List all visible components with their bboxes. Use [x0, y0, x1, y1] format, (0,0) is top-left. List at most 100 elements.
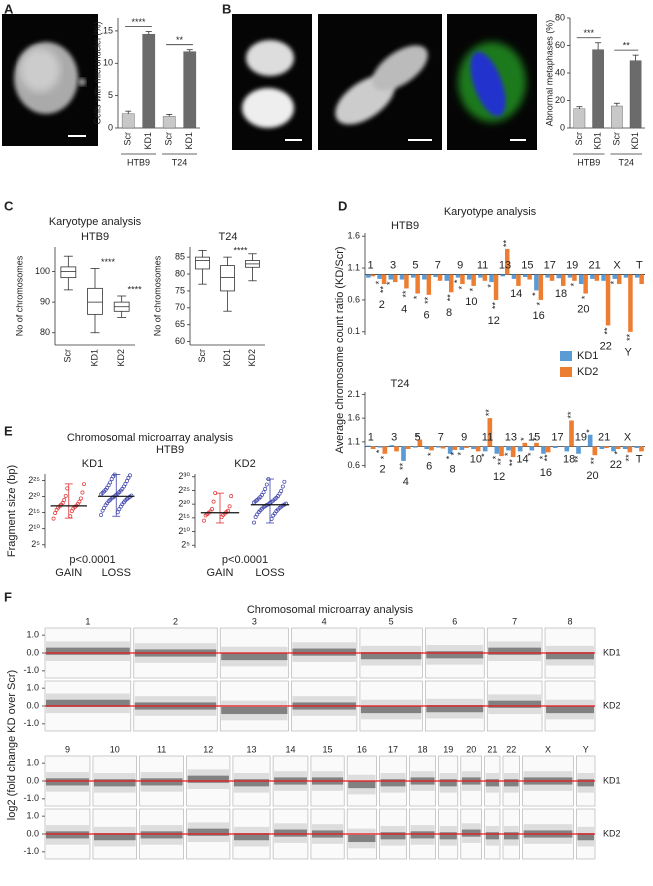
bar [594, 274, 600, 281]
chromosome-label: Y [583, 744, 589, 754]
signal-band [439, 779, 457, 787]
chromosome-label: 14 [286, 744, 296, 754]
bar [541, 446, 546, 454]
point [252, 520, 256, 525]
x-tick-label: GAIN [207, 567, 234, 579]
x-tick-label: Scr [164, 132, 174, 146]
heading: KD1 [82, 458, 103, 470]
point [129, 493, 134, 498]
significance: * [445, 455, 455, 459]
series-label: KD2 [603, 828, 621, 838]
y-tick-label: 2²⁵ [178, 485, 190, 495]
bar [527, 274, 532, 280]
bar [599, 446, 605, 449]
panel-label: F [4, 589, 12, 604]
point [269, 516, 274, 521]
significance: * [374, 280, 384, 284]
y-tick-label: 2¹⁵ [178, 512, 190, 522]
significance: * [535, 301, 545, 305]
bar [412, 446, 418, 448]
panel-label: B [222, 1, 231, 16]
bar [494, 446, 500, 454]
bar [422, 274, 427, 280]
micrograph-b1 [232, 14, 312, 150]
significance: ** [176, 35, 184, 45]
significance: ** [446, 294, 456, 302]
point [60, 501, 65, 505]
significance: **** [101, 257, 116, 267]
bar [493, 274, 499, 300]
bar [639, 446, 644, 452]
bar [162, 116, 176, 129]
x-tick-label: 9 [461, 432, 467, 444]
significance: ** [401, 290, 411, 298]
group-label: T24 [172, 157, 188, 167]
x-tick-label: 5 [412, 259, 418, 271]
y-tick-label: 60 [175, 336, 185, 346]
bar [142, 33, 156, 129]
x-tick-label: 11 [477, 259, 488, 271]
signal-band [233, 833, 270, 841]
point [229, 494, 234, 499]
signal-band [233, 779, 270, 787]
bar [499, 446, 504, 457]
bar [393, 274, 398, 283]
annotation: p<0.0001 [69, 554, 115, 566]
significance: * [580, 295, 590, 299]
y-tick-label: 1.6 [347, 413, 360, 423]
x-tick-label: 1 [368, 432, 374, 444]
bar [370, 274, 376, 277]
x-tick-label: 19 [575, 432, 587, 444]
bar [417, 439, 423, 447]
bar [623, 274, 629, 278]
x-tick-label: KD2 [116, 349, 126, 367]
y-axis-label: No of chromosomes [14, 255, 24, 336]
y-tick-label: 1.0 [26, 758, 39, 768]
bar [482, 446, 488, 452]
y-tick-label: 0 [108, 122, 113, 132]
signal-band [140, 831, 183, 839]
x-tick-label: 22 [610, 459, 622, 471]
signal-band [380, 832, 406, 840]
bar [556, 274, 561, 279]
significance: **** [131, 17, 146, 27]
group-label: T24 [618, 157, 634, 167]
bar [549, 274, 555, 281]
bar [394, 446, 399, 452]
signal-band [485, 832, 499, 840]
significance: **** [128, 284, 143, 294]
x-tick-label: GAIN [55, 567, 82, 579]
point [280, 484, 285, 489]
significance: ** [624, 454, 634, 462]
point [202, 518, 206, 523]
y-tick-label: 1.6 [347, 231, 360, 241]
y-tick-label: 2²⁵ [28, 475, 40, 485]
bar [587, 434, 593, 447]
bar [612, 274, 617, 279]
box [87, 287, 103, 315]
point [261, 490, 266, 495]
y-tick-label: 1.0 [26, 811, 39, 821]
x-tick-label: 20 [577, 303, 589, 315]
legend-swatch [560, 367, 572, 377]
bar [370, 446, 376, 449]
y-tick-label: 0 [560, 122, 565, 132]
x-tick-label: Scr [611, 132, 621, 146]
x-tick-label: T [636, 259, 643, 271]
signal-band [140, 778, 183, 786]
signal-band [439, 832, 457, 840]
bar [366, 274, 371, 278]
y-tick-label: 15 [103, 25, 113, 35]
chromosome-label: 7 [512, 616, 517, 626]
point [77, 499, 82, 504]
y-tick-label: 100 [35, 266, 50, 276]
x-tick-label: 5 [414, 432, 420, 444]
bar [389, 445, 395, 447]
x-tick-label: 13 [499, 259, 511, 271]
y-tick-label: 2¹⁰ [28, 523, 40, 533]
point [210, 507, 214, 512]
series-label: KD2 [603, 700, 621, 710]
bar [399, 274, 405, 280]
point [123, 481, 128, 486]
bar [455, 274, 461, 278]
